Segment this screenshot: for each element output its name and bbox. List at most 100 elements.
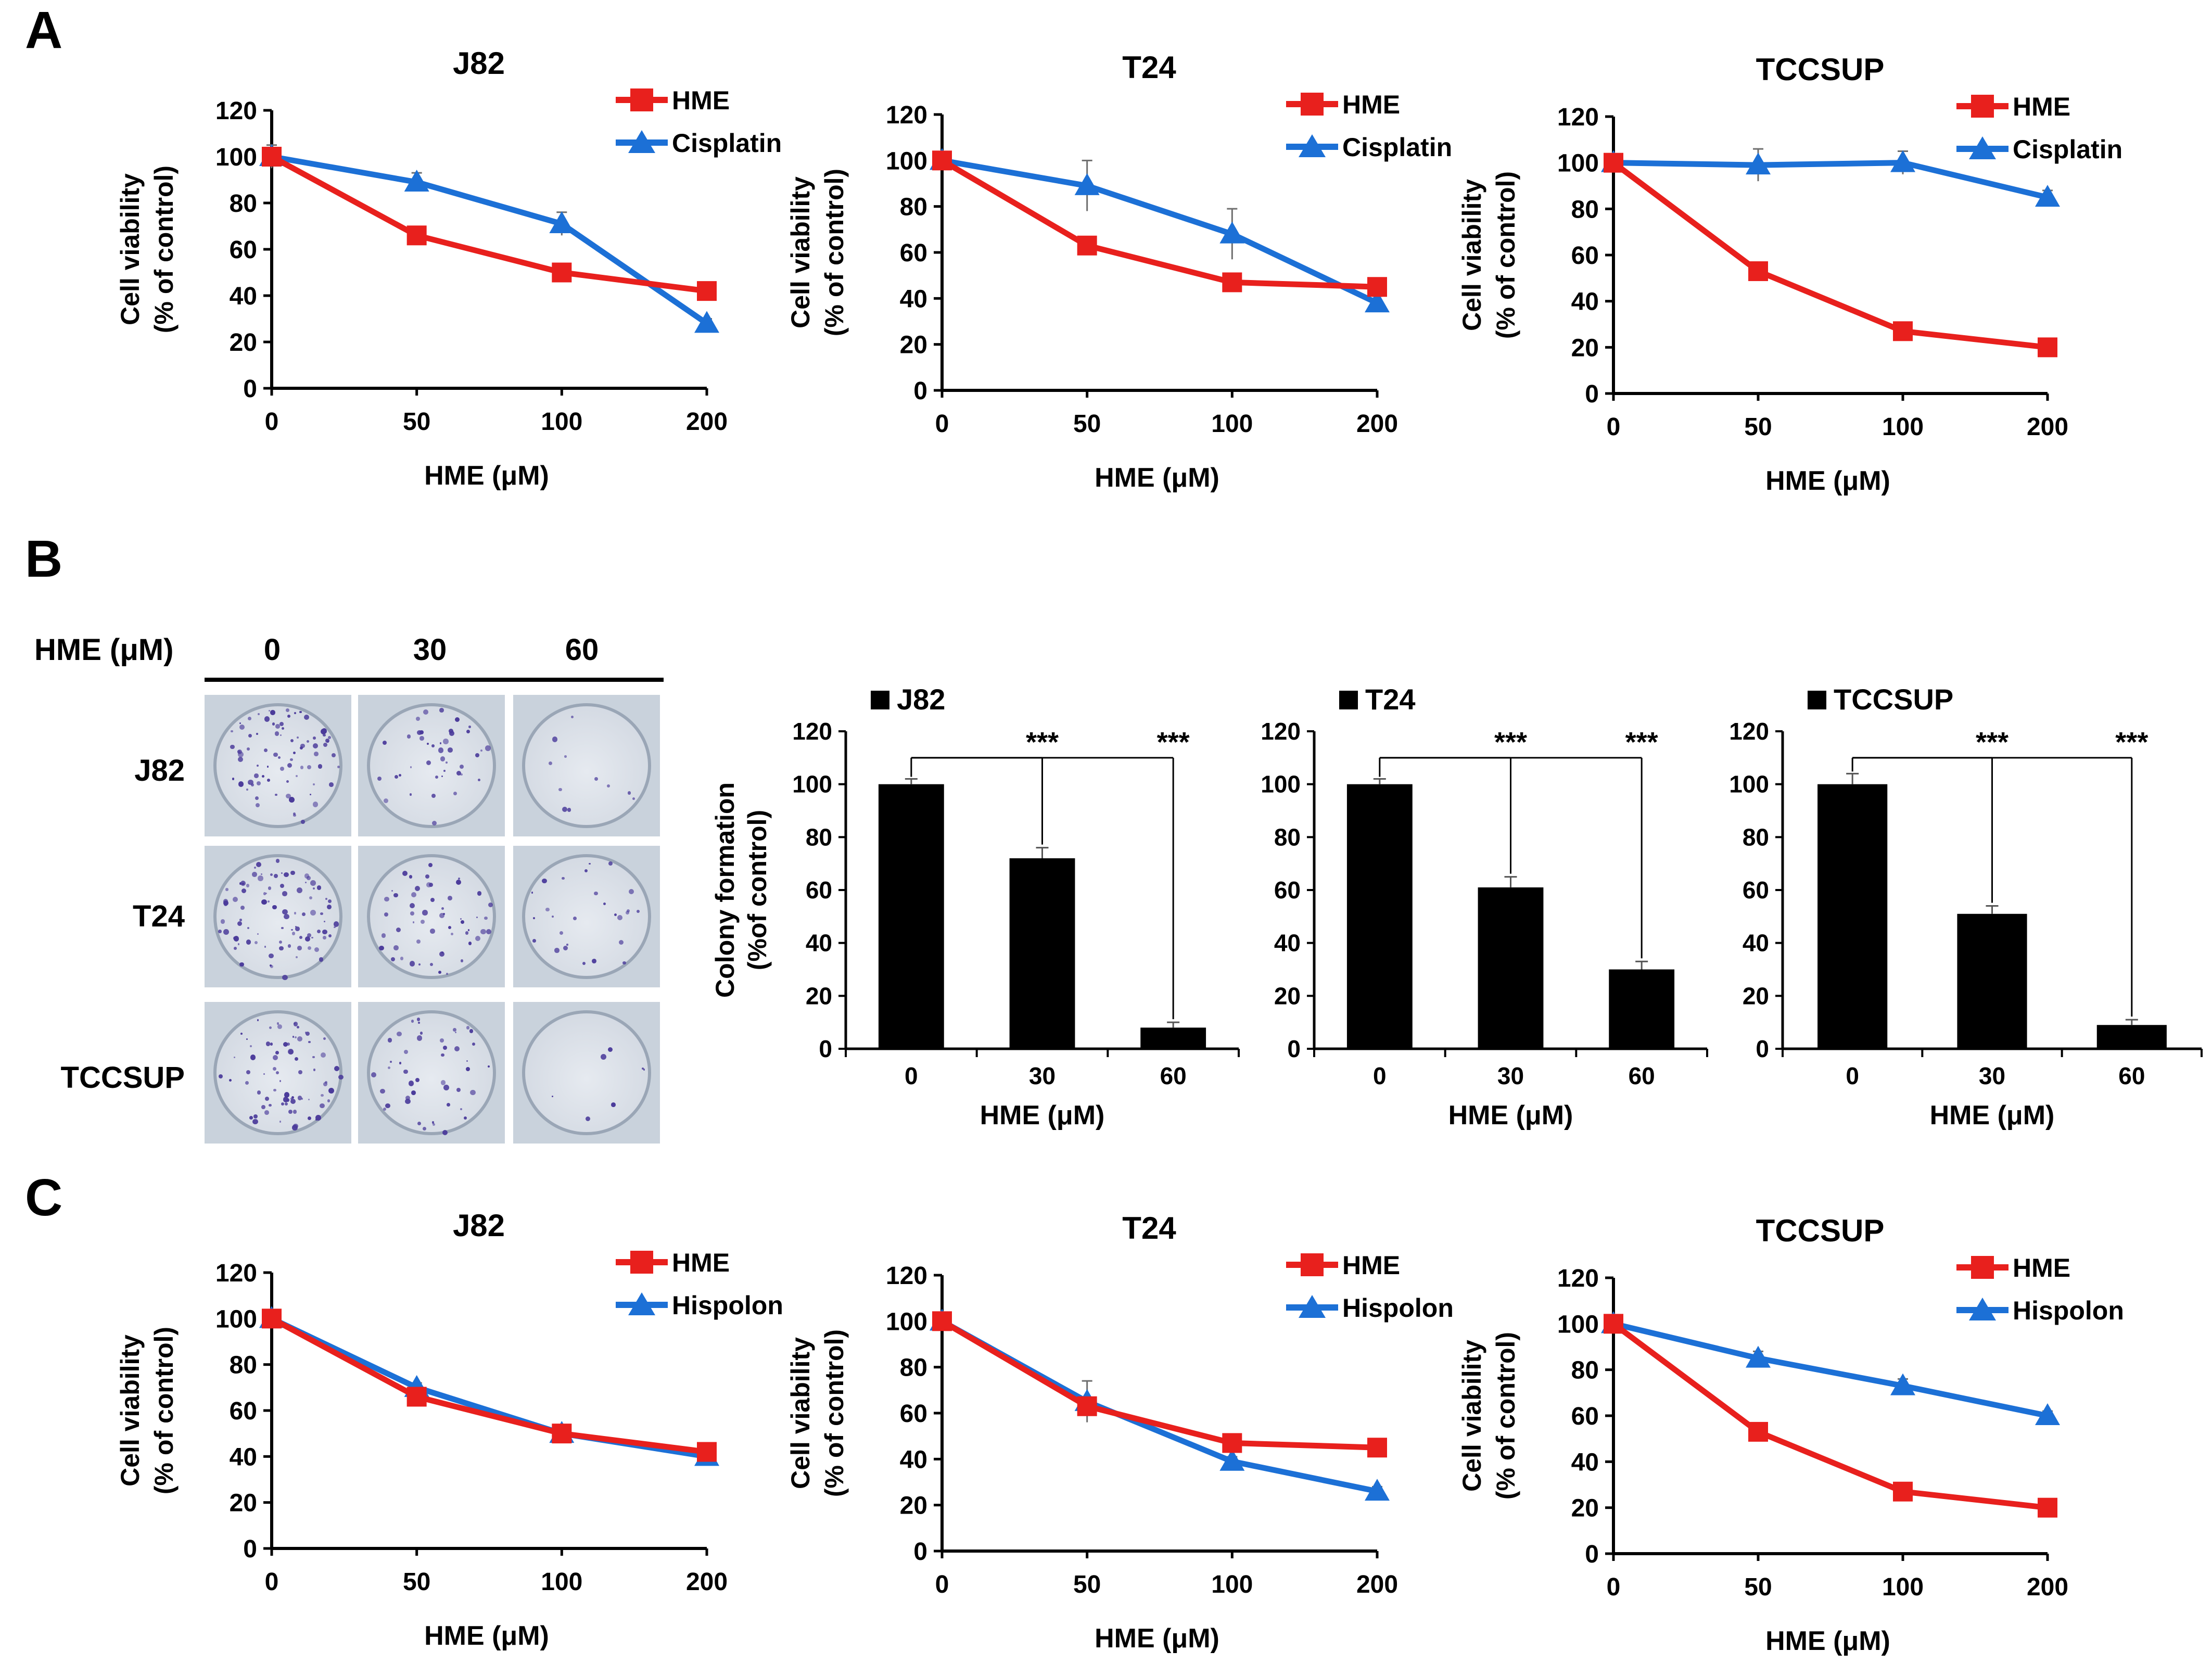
colony-dot — [405, 1099, 411, 1104]
y-axis-label: (% of control) — [149, 1327, 179, 1494]
colony-dot — [269, 953, 274, 958]
colony-dot — [399, 1062, 401, 1064]
colony-dot — [296, 775, 298, 777]
significance-label: *** — [2115, 727, 2148, 758]
colony-dot — [295, 1036, 297, 1039]
x-tick-label: 0 — [935, 1571, 949, 1598]
y-tick-label: 120 — [1557, 1265, 1599, 1292]
colony-dot — [422, 1126, 427, 1131]
colony-dot — [334, 921, 339, 927]
legend-marker — [1971, 1256, 1994, 1279]
colony-dot — [246, 1070, 250, 1074]
colony-plate-t24-60 — [513, 846, 660, 987]
culture-dish — [366, 1010, 497, 1135]
colony-dot — [314, 752, 319, 756]
series-line — [1611, 160, 2048, 350]
series-hispolon — [930, 1309, 1390, 1501]
colony-dot — [456, 770, 462, 776]
colony-dot — [218, 930, 222, 933]
colony-dot — [468, 725, 471, 728]
colony-dot — [628, 791, 631, 795]
colony-dot — [329, 782, 334, 787]
y-tick-label: 60 — [806, 877, 832, 904]
colony-dot — [296, 736, 299, 739]
plates-dose-30: 30 — [413, 633, 447, 667]
colony-dot — [287, 1043, 290, 1046]
colony-dot — [299, 935, 302, 939]
colony-dot — [589, 862, 591, 865]
data-point — [1746, 1345, 1771, 1368]
chart-title: J82 — [453, 46, 505, 81]
colony-dot — [323, 1037, 326, 1040]
colony-dot — [446, 761, 448, 764]
colony-dot — [316, 929, 321, 934]
plates-header: HME (μM) 0 30 60 J82 T24 TCCSUP — [34, 633, 664, 1095]
colony-dot — [594, 777, 599, 781]
legend-marker — [1971, 95, 1994, 118]
colony-plate-tccsup-60 — [513, 1002, 660, 1144]
colony-dot — [223, 900, 229, 906]
x-tick-label: 0 — [1846, 1062, 1859, 1089]
colony-dot — [323, 733, 326, 737]
colony-dot — [286, 780, 289, 783]
colony-dot — [273, 874, 278, 879]
data-point — [2035, 1403, 2060, 1425]
colony-dot — [307, 1116, 311, 1120]
colony-dot — [240, 905, 245, 910]
colony-dot — [383, 798, 389, 804]
y-tick-label: 80 — [230, 190, 257, 218]
data-point — [1604, 153, 1623, 173]
data-point — [552, 1424, 572, 1444]
colony-dot — [293, 814, 296, 817]
colony-dot — [237, 943, 239, 945]
legend-label: HME — [1342, 90, 1400, 119]
colony-dot — [323, 742, 328, 747]
colony-dot — [312, 783, 315, 786]
colony-dot — [256, 862, 262, 868]
colony-dot — [448, 728, 453, 733]
colony-dot — [333, 926, 336, 929]
bar — [1609, 969, 1675, 1049]
colony-dot — [430, 963, 433, 967]
x-axis-label: HME (μM) — [1448, 1100, 1573, 1130]
colony-dot — [313, 736, 316, 740]
colony-dot — [311, 936, 314, 939]
colony-dot — [466, 1060, 468, 1062]
data-point — [1893, 321, 1913, 341]
data-point — [697, 1442, 717, 1462]
colony-dot — [258, 875, 263, 881]
colony-dot — [253, 866, 257, 869]
colony-dot — [371, 1072, 376, 1078]
colony-dot — [284, 913, 289, 920]
colony-dot — [440, 756, 446, 761]
colony-dot — [293, 1124, 298, 1129]
data-point — [262, 1309, 282, 1329]
colony-dot — [446, 973, 448, 975]
chart-b2: 0 20 40 60 80 100 120 0 30 60 HME (μM) T24 *** *** — [1261, 683, 1708, 1130]
colony-dot — [270, 964, 274, 969]
colony-dot — [567, 807, 571, 812]
legend-marker — [628, 1292, 655, 1315]
colony-dot — [287, 763, 293, 768]
series-hme — [932, 150, 1387, 297]
colony-dot — [420, 919, 425, 924]
colony-dot — [387, 1066, 391, 1070]
colony-dot — [549, 761, 553, 766]
y-tick-label: 60 — [1571, 1403, 1599, 1430]
colony-dot — [427, 742, 429, 745]
colony-dot — [277, 1024, 283, 1029]
chart-b1: 0 20 40 60 80 100 120 0 30 60 HME (μM) Colony forma… — [710, 683, 1240, 1130]
colony-dot — [306, 1031, 310, 1036]
colony-dot — [332, 753, 336, 758]
legend-marker — [1301, 1253, 1324, 1276]
colony-dot — [252, 872, 257, 877]
data-point — [1748, 1421, 1768, 1442]
colony-dot — [282, 909, 288, 915]
colony-dot — [439, 912, 445, 918]
colony-dot — [290, 870, 295, 875]
series-line — [1612, 1320, 2049, 1419]
colony-dot — [477, 891, 482, 896]
colony-dot — [453, 792, 457, 796]
culture-dish — [522, 854, 652, 979]
